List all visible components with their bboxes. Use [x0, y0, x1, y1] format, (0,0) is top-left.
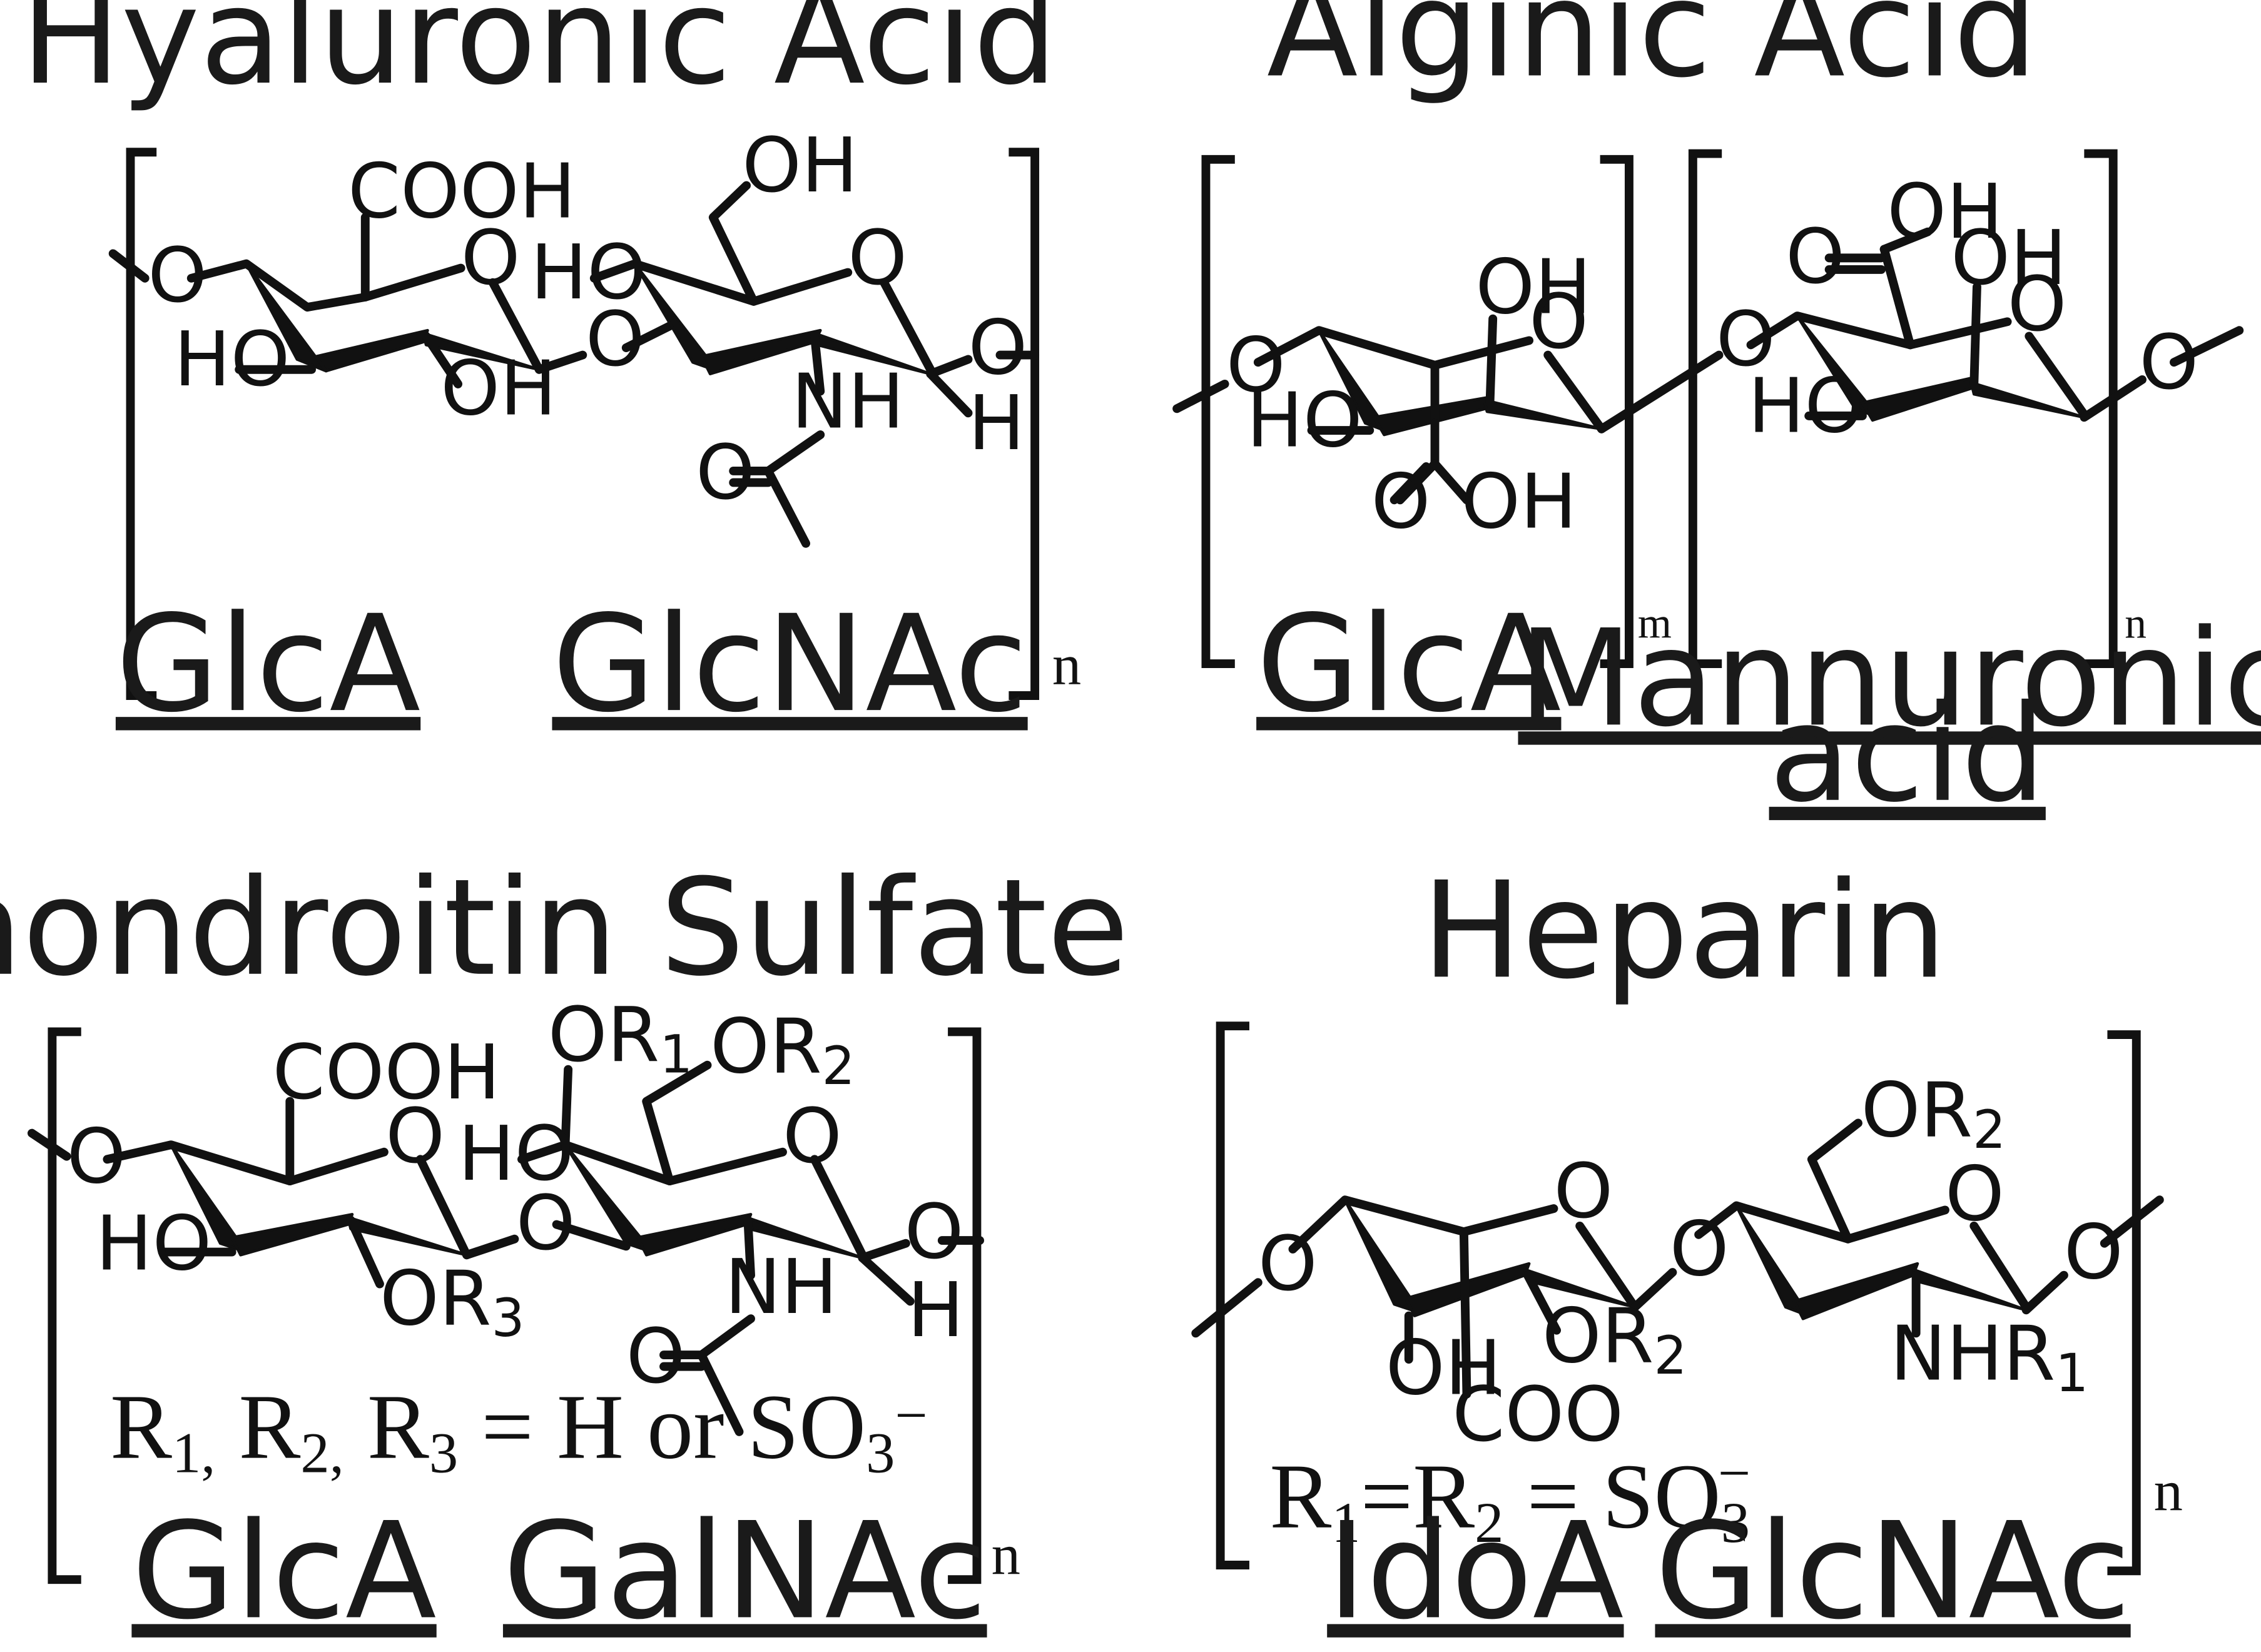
hyaluronic-cooh: COOH	[348, 148, 576, 236]
chondroitin-h: H	[907, 1267, 964, 1354]
alginic-repeat-n: n	[2125, 599, 2147, 647]
heparin-glcnac-ring	[1694, 1118, 2164, 1338]
alginic-left-bracket-2	[1688, 149, 1722, 668]
hyaluronic-right-bracket	[1009, 148, 1040, 700]
chondroitin-right-bracket	[948, 1027, 982, 1584]
chondroitin-or3: OR3	[380, 1255, 525, 1349]
alginic-glca-ring	[1172, 314, 1724, 505]
alginic-ho-1: HO	[1246, 377, 1362, 465]
alginic-left-bracket-1	[1201, 155, 1235, 668]
alginic-ring-o-1: O	[1529, 278, 1588, 366]
chondroitin-ho-1: HO	[96, 1200, 211, 1287]
alginic-ho-2: HO	[1748, 362, 1864, 450]
chondroitin-ring-o-2: O	[783, 1093, 842, 1180]
heparin-r-definition: R1=R2 = SO3−	[1269, 1441, 1750, 1555]
heparin-ring-o-2: O	[1945, 1151, 2004, 1239]
hyaluronic-o-left: O	[148, 232, 207, 320]
heparin-idoa-ring	[1191, 1195, 1677, 1399]
alginic-repeat-m: m	[1638, 599, 1672, 647]
heparin-nhr1: NHR1	[1890, 1310, 2088, 1404]
hyaluronic-carbonyl-o: O	[696, 429, 755, 517]
chondroitin-cooh: COOH	[273, 1029, 500, 1117]
hyaluronic-unit-glcnac: GlcNAc	[552, 587, 1027, 742]
chondroitin-title: Chondroitin Sulfate	[0, 851, 1129, 1006]
chondroitin-carbonyl-o: O	[626, 1313, 686, 1401]
alginic-title: Alginic Acid	[1267, 0, 2038, 107]
hyaluronic-ho-1: HO	[174, 316, 290, 403]
alginic-carbonyl-o-2: O	[1786, 213, 1845, 301]
alginic-ring-o-2: O	[2008, 261, 2067, 348]
hyaluronic-acid-panel: Hyaluronic Acid n COOH O O HO OH O	[21, 0, 1081, 742]
chondroitin-unit-galnac: GalNAc	[503, 1494, 987, 1649]
chondroitin-ring-o-1: O	[385, 1093, 445, 1180]
chondroitin-galnac-ring	[517, 1060, 985, 1436]
chondroitin-ho-2: HO	[458, 1110, 574, 1198]
chondroitin-or2: OR2	[710, 1003, 855, 1097]
hyaluronic-unit-glca: GlcA	[116, 587, 420, 742]
heparin-right-bracket	[2107, 1030, 2141, 1576]
hyaluronic-ring-o-1: O	[461, 215, 521, 302]
heparin-title: Heparin	[1421, 853, 1946, 1008]
hyaluronic-oh-top: OH	[742, 122, 858, 210]
hyaluronic-ring-o-2: O	[848, 215, 907, 302]
alginic-acid-panel: Alginic Acid m n O OH O HO O OH O	[1172, 0, 2261, 832]
alginic-o-right: O	[2139, 319, 2198, 407]
alginic-o-left: O	[1226, 322, 1286, 410]
chondroitin-unit-glca: GlcA	[131, 1494, 436, 1649]
hyaluronic-repeat-n: n	[1052, 632, 1081, 697]
alginic-acid-oh-1: OH	[1461, 458, 1577, 545]
chondroitin-left-bracket	[48, 1027, 81, 1584]
hyaluronic-left-bracket	[126, 148, 157, 700]
heparin-o-right: O	[2064, 1209, 2123, 1296]
hyaluronic-oh-1: OH	[440, 345, 556, 433]
heparin-panel: Heparin n O O OR2 OH COO O	[1191, 853, 2183, 1649]
heparin-repeat-n: n	[2154, 1459, 2183, 1523]
hyaluronic-o-right: O	[968, 305, 1028, 392]
alginic-acid-oh-2: OH	[1887, 168, 2003, 256]
heparin-oh: OH	[1386, 1325, 1501, 1412]
alginic-carbonyl-o-1: O	[1371, 458, 1431, 545]
alginic-oh-1: OH	[1475, 243, 1591, 331]
hyaluronic-h: H	[968, 380, 1025, 467]
chondroitin-or1: OR1	[548, 991, 693, 1085]
heparin-or2-b: OR2	[1861, 1067, 2006, 1160]
heparin-ring-o-1: O	[1553, 1148, 1613, 1235]
hyaluronic-ho-2: HO	[531, 229, 646, 317]
heparin-left-bracket	[1216, 1021, 1249, 1569]
hyaluronic-title: Hyaluronic Acid	[21, 0, 1058, 114]
alginic-unit-glca: GlcA	[1256, 587, 1561, 742]
heparin-unit-idoa: IdoA	[1327, 1494, 1623, 1649]
heparin-or2-a: OR2	[1542, 1293, 1687, 1387]
hyaluronic-glca-ring	[108, 213, 587, 388]
chondroitin-nh: NH	[724, 1244, 838, 1331]
hyaluronic-glcnac-ring	[589, 181, 1040, 548]
hyaluronic-nh: NH	[791, 358, 905, 445]
heparin-coo: COO	[1452, 1371, 1623, 1459]
chondroitin-o-right: O	[905, 1188, 964, 1276]
chondroitin-repeat-n: n	[992, 1523, 1020, 1587]
alginic-mannuronic-ring	[1746, 227, 2244, 422]
chondroitin-r-definition: R1, R2, R3 = H or SO3−	[110, 1376, 928, 1486]
alginic-oh-2: OH	[1951, 215, 2066, 302]
chondroitin-glca-ring	[28, 1097, 519, 1289]
heparin-unit-glcnac: GlcNAc	[1655, 1494, 2130, 1649]
alginic-unit-mannuronic: Mannuronic	[1518, 601, 2261, 756]
chondroitin-sulfate-panel: Chondroitin Sulfate n O COOH O HO OR3 O	[0, 851, 1129, 1649]
chondroitin-o-left: O	[67, 1113, 126, 1200]
alginic-right-bracket-2	[2084, 149, 2118, 668]
alginic-unit-acid: acid	[1769, 677, 2046, 832]
heparin-o-left: O	[1258, 1220, 1318, 1308]
